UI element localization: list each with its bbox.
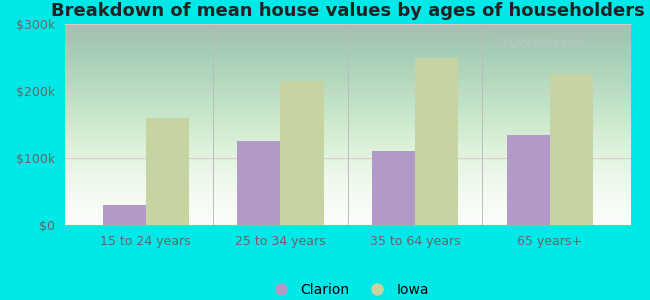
Text: ⓘ City-Data.com: ⓘ City-Data.com — [500, 38, 584, 48]
Bar — [103, 205, 146, 225]
Bar — [237, 141, 280, 225]
Bar — [146, 118, 189, 225]
Title: Breakdown of mean house values by ages of householders: Breakdown of mean house values by ages o… — [51, 2, 645, 20]
Bar — [372, 151, 415, 225]
Bar — [280, 81, 324, 225]
Bar — [415, 58, 458, 225]
Bar — [550, 74, 593, 225]
Bar — [506, 134, 550, 225]
Legend: Clarion, Iowa: Clarion, Iowa — [261, 278, 434, 300]
